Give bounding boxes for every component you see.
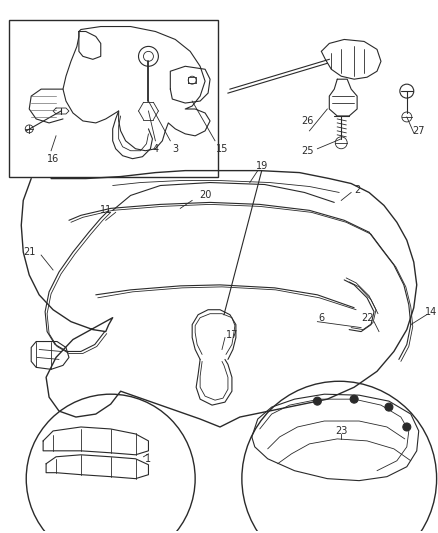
FancyBboxPatch shape <box>9 20 218 176</box>
Text: 23: 23 <box>334 426 346 436</box>
Circle shape <box>350 395 357 403</box>
Text: 21: 21 <box>23 247 35 257</box>
Text: 3: 3 <box>172 144 178 154</box>
Circle shape <box>384 403 392 411</box>
Text: 2: 2 <box>353 185 360 196</box>
Text: 26: 26 <box>300 116 313 126</box>
Text: 20: 20 <box>198 190 211 200</box>
Text: 22: 22 <box>360 313 372 322</box>
Text: 19: 19 <box>255 160 267 171</box>
Text: 27: 27 <box>412 126 424 136</box>
Text: 17: 17 <box>225 329 237 340</box>
Text: 16: 16 <box>47 154 59 164</box>
Text: 25: 25 <box>300 146 313 156</box>
Text: 6: 6 <box>318 313 324 322</box>
Text: 11: 11 <box>99 205 112 215</box>
Circle shape <box>402 423 410 431</box>
Text: 4: 4 <box>152 144 158 154</box>
Text: 15: 15 <box>215 144 228 154</box>
Circle shape <box>313 397 321 405</box>
Text: 1: 1 <box>145 454 151 464</box>
Text: 14: 14 <box>424 306 436 317</box>
